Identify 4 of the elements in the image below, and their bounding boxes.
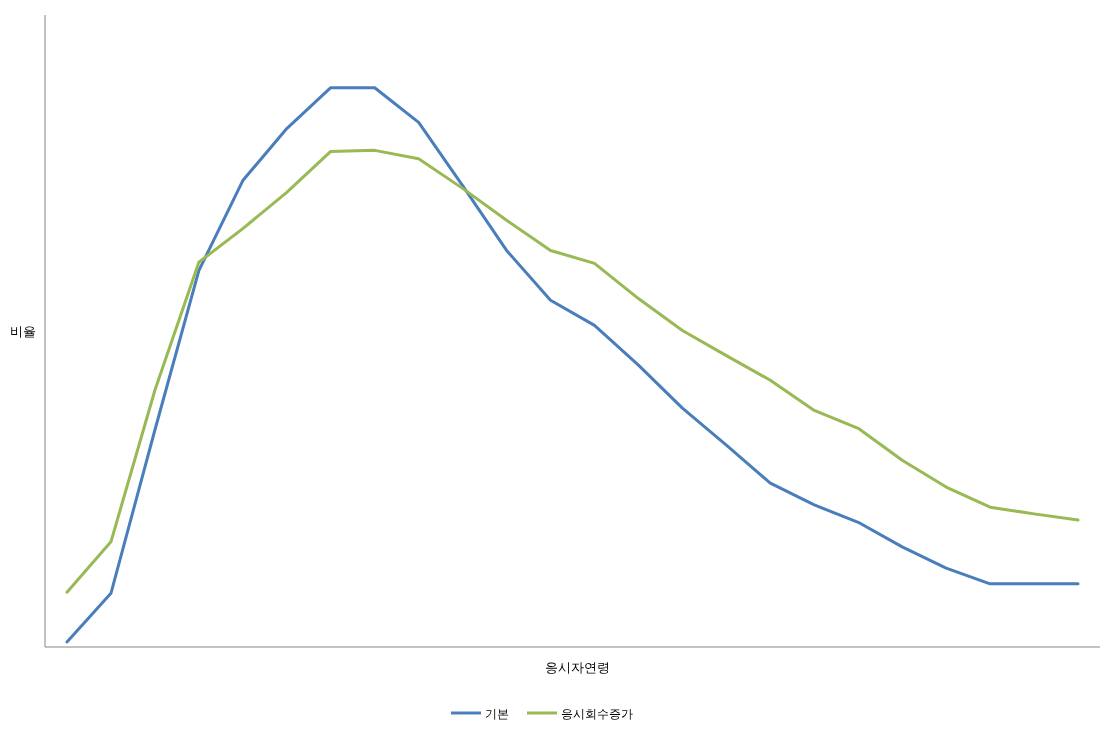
y-axis-title: 비율 xyxy=(10,324,36,339)
legend-label: 응시회수증가 xyxy=(561,707,633,721)
legend-label: 기본 xyxy=(485,707,509,721)
x-axis-title: 응시자연령 xyxy=(545,660,610,675)
